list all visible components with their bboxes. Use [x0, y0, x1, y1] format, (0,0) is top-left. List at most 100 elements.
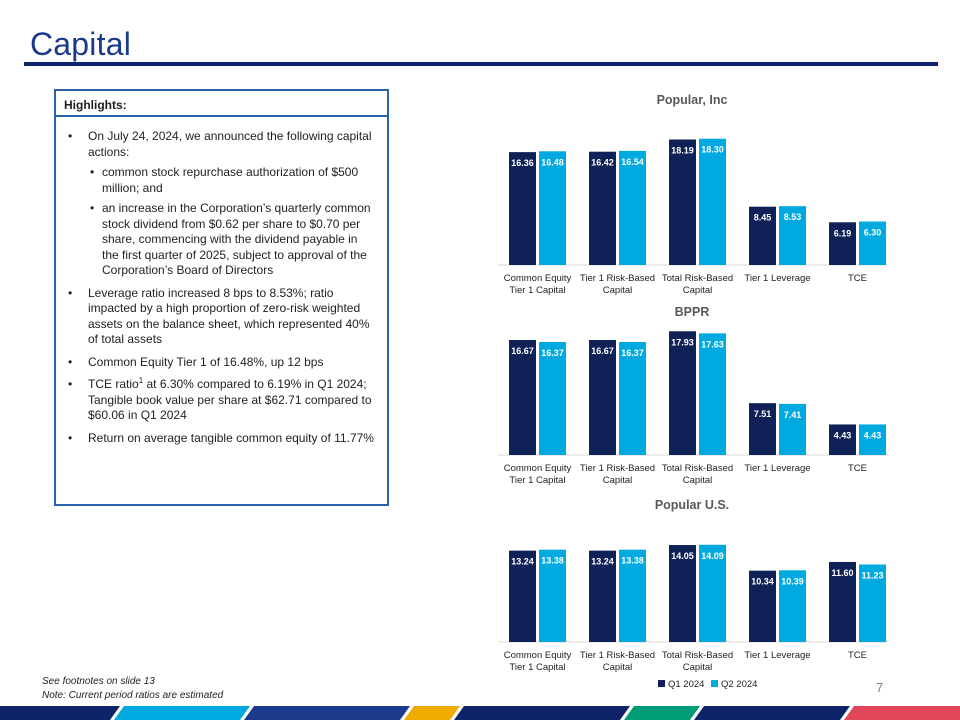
bar-q1	[509, 339, 536, 455]
chart-title: BPPR	[675, 305, 710, 319]
bar-q1	[749, 570, 776, 642]
bar-q2	[539, 151, 566, 265]
bar-q2	[699, 544, 726, 642]
data-label: 18.30	[701, 145, 724, 155]
bar-q2	[619, 549, 646, 642]
footnote-marker: 1	[138, 376, 144, 385]
data-label: 16.37	[541, 348, 564, 358]
highlight-item: Leverage ratio increased 8 bps to 8.53%;…	[64, 286, 376, 348]
highlight-text: at 6.30% compared to 6.19% in Q1 2024; T…	[88, 377, 372, 422]
data-label: 16.54	[621, 157, 644, 167]
legend-swatch-q2	[711, 680, 718, 687]
bar-q1	[509, 152, 536, 265]
highlights-heading: Highlights:	[56, 91, 387, 117]
highlight-subitem: an increase in the Corporation’s quarter…	[88, 201, 376, 279]
legend-label-q1: Q1 2024	[668, 679, 704, 690]
bar-q2	[779, 206, 806, 265]
bar-q1	[829, 424, 856, 455]
legend-label-q2: Q2 2024	[721, 679, 757, 690]
data-label: 16.37	[621, 348, 644, 358]
bar-q1	[749, 403, 776, 455]
data-label: 7.51	[754, 409, 772, 419]
category-label: TCE	[848, 463, 867, 474]
category-label: Tier 1 Risk-Based Capital	[580, 273, 655, 296]
data-label: 6.19	[834, 228, 852, 238]
data-label: 13.24	[511, 557, 534, 567]
category-label: Tier 1 Leverage	[744, 463, 810, 474]
data-label: 10.39	[781, 576, 804, 586]
data-label: 8.53	[784, 212, 802, 222]
category-label: TCE	[848, 273, 867, 284]
data-label: 17.63	[701, 339, 724, 349]
highlights-box: Highlights: On July 24, 2024, we announc…	[54, 89, 389, 506]
data-label: 13.38	[621, 556, 644, 566]
highlight-text: TCE ratio	[88, 377, 139, 391]
data-label: 13.38	[541, 556, 564, 566]
bar-q2	[779, 403, 806, 455]
data-label: 16.67	[591, 346, 614, 356]
category-label: Tier 1 Risk-Based Capital	[580, 650, 655, 673]
data-label: 7.41	[784, 410, 802, 420]
category-label: Tier 1 Leverage	[744, 273, 810, 284]
highlight-subitem: common stock repurchase authorization of…	[88, 165, 376, 196]
bar-q2	[619, 342, 646, 455]
data-label: 4.43	[864, 430, 882, 440]
data-label: 6.30	[864, 228, 882, 238]
highlight-item: Common Equity Tier 1 of 16.48%, up 12 bp…	[64, 355, 376, 371]
data-label: 14.09	[701, 551, 724, 561]
data-label: 17.93	[671, 337, 694, 347]
bar-q1	[589, 550, 616, 642]
bar-q1	[669, 331, 696, 455]
bar-q1	[509, 550, 536, 642]
chart-title: Popular, Inc	[657, 93, 728, 107]
bar-q1	[589, 339, 616, 455]
chart-title: Popular U.S.	[655, 498, 729, 512]
category-label: Common Equity Tier 1 Capital	[504, 273, 572, 296]
bar-q2	[539, 549, 566, 642]
bar-q2	[699, 333, 726, 455]
highlight-item: Return on average tangible common equity…	[64, 431, 376, 447]
bar-q2	[699, 138, 726, 265]
bar-q1	[829, 222, 856, 265]
data-label: 16.48	[541, 157, 564, 167]
bar-q1	[829, 561, 856, 642]
data-label: 16.36	[511, 158, 534, 168]
category-label: Tier 1 Risk-Based Capital	[580, 463, 655, 486]
highlight-item: TCE ratio1 at 6.30% compared to 6.19% in…	[64, 377, 376, 424]
category-label: Total Risk-Based Capital	[662, 273, 733, 296]
highlight-sublist: common stock repurchase authorization of…	[88, 165, 376, 279]
category-label: Common Equity Tier 1 Capital	[504, 463, 572, 486]
data-label: 16.42	[591, 158, 614, 168]
category-label: Tier 1 Leverage	[744, 650, 810, 661]
highlight-item: On July 24, 2024, we announced the follo…	[64, 129, 376, 279]
bar-q1	[589, 151, 616, 265]
bar-q2	[779, 570, 806, 642]
bar-q2	[859, 564, 886, 642]
title-underline	[24, 62, 938, 66]
category-label: Common Equity Tier 1 Capital	[504, 650, 572, 673]
highlights-list: On July 24, 2024, we announced the follo…	[64, 129, 376, 453]
category-label: Total Risk-Based Capital	[662, 463, 733, 486]
data-label: 18.19	[671, 145, 694, 155]
data-label: 11.23	[861, 571, 883, 581]
bar-q1	[669, 545, 696, 642]
bar-q1	[749, 206, 776, 265]
footnote-see-slide: See footnotes on slide 13	[42, 676, 155, 687]
highlight-text: On July 24, 2024, we announced the follo…	[88, 129, 372, 159]
bar-q2	[619, 150, 646, 265]
bar-q2	[859, 221, 886, 265]
data-label: 8.45	[754, 213, 772, 223]
data-label: 11.60	[831, 568, 853, 578]
page-number: 7	[876, 680, 884, 695]
category-label: TCE	[848, 650, 867, 661]
footnote-estimated: Note: Current period ratios are estimate…	[42, 690, 224, 701]
legend-swatch-q1	[658, 680, 665, 687]
bar-q2	[859, 424, 886, 455]
data-label: 4.43	[834, 430, 852, 440]
page-title: Capital	[30, 26, 132, 62]
decorative-bottom-band	[0, 706, 960, 720]
category-label: Total Risk-Based Capital	[662, 650, 733, 673]
data-label: 13.24	[591, 557, 614, 567]
data-label: 14.05	[671, 551, 694, 561]
